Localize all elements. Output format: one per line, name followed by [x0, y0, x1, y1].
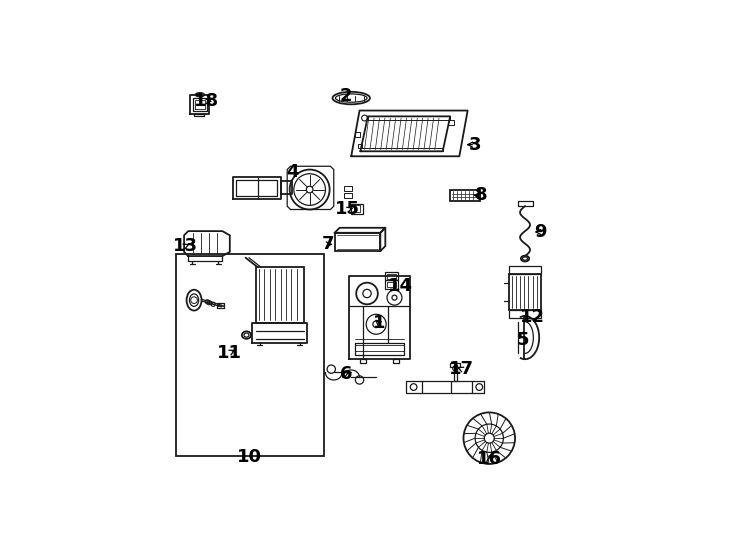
- Text: 17: 17: [449, 360, 474, 378]
- Bar: [448, 120, 454, 125]
- Bar: [509, 310, 541, 318]
- Text: 5: 5: [517, 331, 529, 349]
- Text: 4: 4: [286, 163, 299, 181]
- Text: 11: 11: [217, 343, 242, 362]
- Text: 16: 16: [477, 450, 502, 468]
- Text: 10: 10: [237, 448, 262, 467]
- Text: 3: 3: [469, 136, 482, 154]
- Bar: [385, 280, 399, 288]
- Text: 12: 12: [520, 308, 545, 326]
- Bar: [509, 266, 541, 274]
- Bar: [388, 274, 396, 279]
- Bar: [385, 272, 399, 280]
- Text: 8: 8: [475, 186, 487, 204]
- Text: 18: 18: [194, 92, 219, 110]
- Text: 1: 1: [374, 314, 386, 333]
- Bar: [388, 282, 396, 287]
- Bar: [255, 267, 304, 322]
- Text: 13: 13: [173, 237, 198, 255]
- Bar: [344, 186, 352, 191]
- Bar: [509, 274, 541, 310]
- Bar: [175, 254, 324, 456]
- Text: 2: 2: [340, 87, 352, 105]
- Text: 9: 9: [534, 223, 547, 241]
- Bar: [344, 193, 352, 198]
- Text: 6: 6: [340, 364, 352, 383]
- Bar: [450, 190, 480, 201]
- Text: 7: 7: [321, 235, 334, 253]
- Text: 15: 15: [335, 200, 360, 219]
- Bar: [355, 132, 360, 137]
- Bar: [352, 204, 363, 214]
- Text: 14: 14: [388, 277, 413, 295]
- Bar: [358, 144, 362, 148]
- Bar: [335, 233, 380, 251]
